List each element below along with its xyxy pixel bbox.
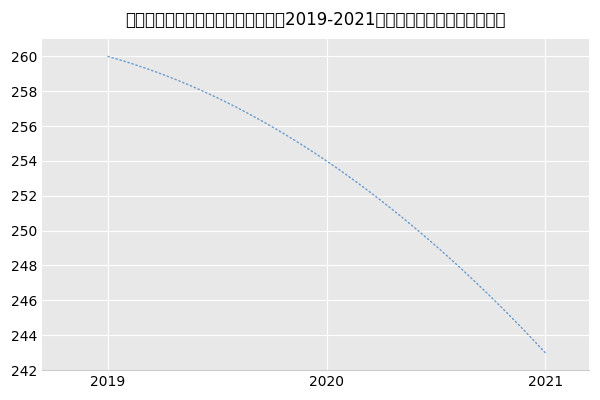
- Title: 内蒙古大学化学化工学院应用化学（2019-2021历年复试）研究生录取分数线: 内蒙古大学化学化工学院应用化学（2019-2021历年复试）研究生录取分数线: [125, 11, 506, 29]
